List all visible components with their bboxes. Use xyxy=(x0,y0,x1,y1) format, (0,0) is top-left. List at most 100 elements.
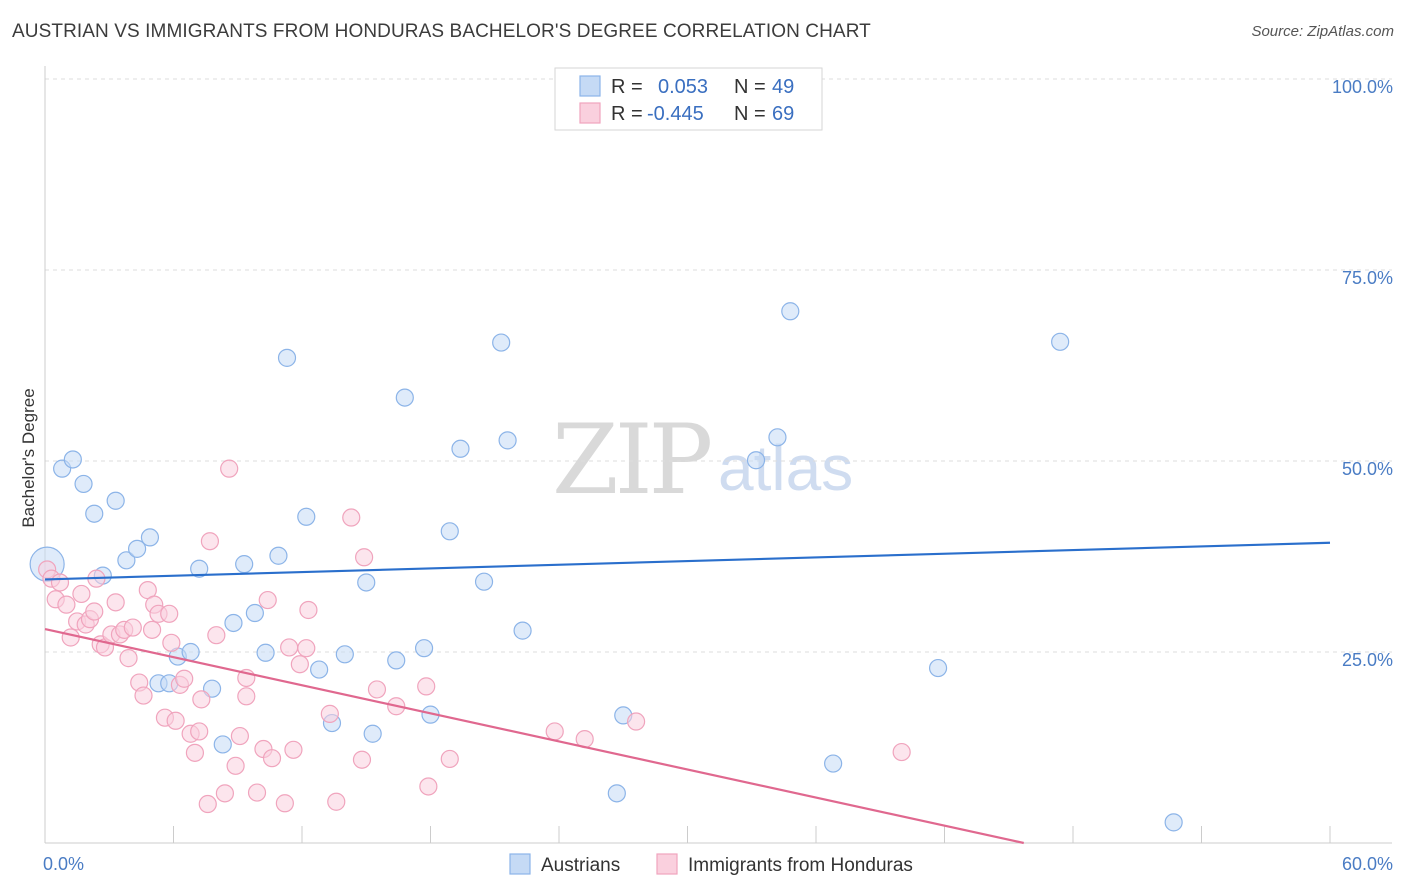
trend-line-honduras xyxy=(44,628,1024,845)
point-austrians-20 xyxy=(256,643,275,662)
point-honduras-52 xyxy=(290,655,309,674)
point-austrians-33 xyxy=(440,522,459,541)
point-honduras-10 xyxy=(85,602,104,621)
point-austrians-21 xyxy=(269,546,288,565)
point-honduras-54 xyxy=(299,600,318,620)
point-austrians-4 xyxy=(85,504,104,523)
point-honduras-35 xyxy=(192,690,211,709)
point-austrians-46 xyxy=(928,658,948,678)
legend-n-value-honduras: 69 xyxy=(772,103,794,125)
series-legend: Austrians Immigrants from Honduras xyxy=(509,853,913,876)
chart-source: Source: ZipAtlas.com xyxy=(1251,23,1394,40)
point-austrians-42 xyxy=(746,451,766,470)
point-honduras-18 xyxy=(119,649,138,668)
point-honduras-28 xyxy=(162,633,181,652)
point-honduras-31 xyxy=(175,669,194,688)
point-honduras-41 xyxy=(226,756,245,775)
point-honduras-19 xyxy=(123,618,142,637)
point-austrians-48 xyxy=(1164,813,1183,832)
trend-line-austrians xyxy=(44,541,1331,581)
point-honduras-57 xyxy=(342,508,361,527)
point-honduras-56 xyxy=(327,792,346,811)
x-tick-label-0: 0.0% xyxy=(43,854,84,874)
point-honduras-68 xyxy=(892,742,911,762)
point-honduras-58 xyxy=(352,750,372,769)
point-austrians-15 xyxy=(202,679,222,698)
point-honduras-67 xyxy=(626,712,646,731)
chart-title: AUSTRIAN VS IMMIGRANTS FROM HONDURAS BAC… xyxy=(12,21,871,42)
x-tick-label-1: 60.0% xyxy=(1342,854,1393,874)
point-austrians-26 xyxy=(335,645,354,664)
point-austrians-36 xyxy=(492,333,511,352)
bottom-legend-label-honduras: Immigrants from Honduras xyxy=(688,855,913,876)
point-austrians-13 xyxy=(181,642,200,662)
point-honduras-65 xyxy=(545,722,564,741)
y-tick-labels: 25.0% 50.0% 75.0% 100.0% xyxy=(1332,77,1393,670)
point-austrians-45 xyxy=(824,754,843,773)
point-honduras-37 xyxy=(200,532,220,551)
point-honduras-42 xyxy=(230,726,249,746)
point-austrians-8 xyxy=(127,539,147,558)
point-austrians-7 xyxy=(117,551,136,570)
legend-n-label-austrians: N = xyxy=(734,76,766,98)
point-austrians-19 xyxy=(245,603,264,623)
correlation-legend: R = 0.053 N = 49 R = -0.445 N = 69 xyxy=(554,67,823,131)
point-austrians-29 xyxy=(387,651,406,670)
point-honduras-45 xyxy=(247,783,267,802)
point-honduras-33 xyxy=(185,743,205,762)
legend-r-value-austrians: 0.053 xyxy=(658,76,708,98)
x-tick-labels: 0.0% 60.0% xyxy=(43,854,1393,874)
point-honduras-55 xyxy=(320,704,339,723)
point-austrians-31 xyxy=(414,639,434,658)
point-austrians-18 xyxy=(235,555,254,574)
point-austrians-2 xyxy=(63,450,82,469)
point-honduras-4 xyxy=(57,595,76,614)
point-honduras-62 xyxy=(417,677,436,696)
point-honduras-50 xyxy=(280,638,299,657)
point-honduras-38 xyxy=(207,626,226,645)
point-honduras-51 xyxy=(284,740,303,759)
legend-n-label-honduras: N = xyxy=(734,103,766,125)
point-austrians-44 xyxy=(781,302,800,321)
y-tick-label-0: 25.0% xyxy=(1342,650,1393,670)
point-honduras-53 xyxy=(297,639,316,658)
point-austrians-38 xyxy=(513,621,532,640)
point-honduras-29 xyxy=(166,711,185,730)
bottom-legend-swatch-austrians xyxy=(509,853,531,875)
point-austrians-22 xyxy=(277,348,297,367)
legend-r-label-honduras: R = xyxy=(611,103,643,125)
y-axis-label: Bachelor's Degree xyxy=(19,388,38,527)
point-honduras-48 xyxy=(262,749,282,768)
point-austrians-6 xyxy=(106,491,125,510)
y-tick-label-2: 75.0% xyxy=(1342,268,1393,288)
point-honduras-40 xyxy=(220,459,239,478)
watermark-zip: ZIP xyxy=(552,404,711,516)
point-austrians-27 xyxy=(357,573,376,592)
point-honduras-60 xyxy=(367,680,387,699)
y-tick-label-3: 100.0% xyxy=(1332,77,1393,97)
point-honduras-5 xyxy=(61,628,80,647)
point-honduras-36 xyxy=(198,794,217,814)
point-austrians-37 xyxy=(498,431,517,450)
point-austrians-24 xyxy=(310,660,329,679)
point-honduras-3 xyxy=(50,573,70,592)
legend-n-value-austrians: 49 xyxy=(772,76,794,98)
point-austrians-17 xyxy=(224,613,243,633)
point-austrians-35 xyxy=(474,572,494,591)
point-honduras-64 xyxy=(440,749,459,769)
point-austrians-28 xyxy=(363,724,382,743)
point-honduras-59 xyxy=(355,548,374,567)
legend-swatch-honduras xyxy=(579,102,601,124)
point-austrians-16 xyxy=(213,735,232,754)
point-austrians-39 xyxy=(607,784,626,803)
bottom-legend-swatch-honduras xyxy=(656,853,678,875)
axes xyxy=(44,66,1392,844)
legend-swatch-austrians xyxy=(579,75,601,97)
point-honduras-39 xyxy=(215,784,234,803)
point-austrians-30 xyxy=(395,388,414,407)
point-honduras-27 xyxy=(160,604,179,623)
legend-r-label-austrians: R = xyxy=(611,76,643,98)
point-honduras-49 xyxy=(275,794,294,813)
point-austrians-9 xyxy=(140,528,160,547)
